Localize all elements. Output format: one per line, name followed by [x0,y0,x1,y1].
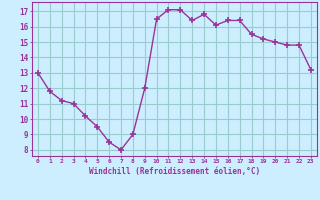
X-axis label: Windchill (Refroidissement éolien,°C): Windchill (Refroidissement éolien,°C) [89,167,260,176]
